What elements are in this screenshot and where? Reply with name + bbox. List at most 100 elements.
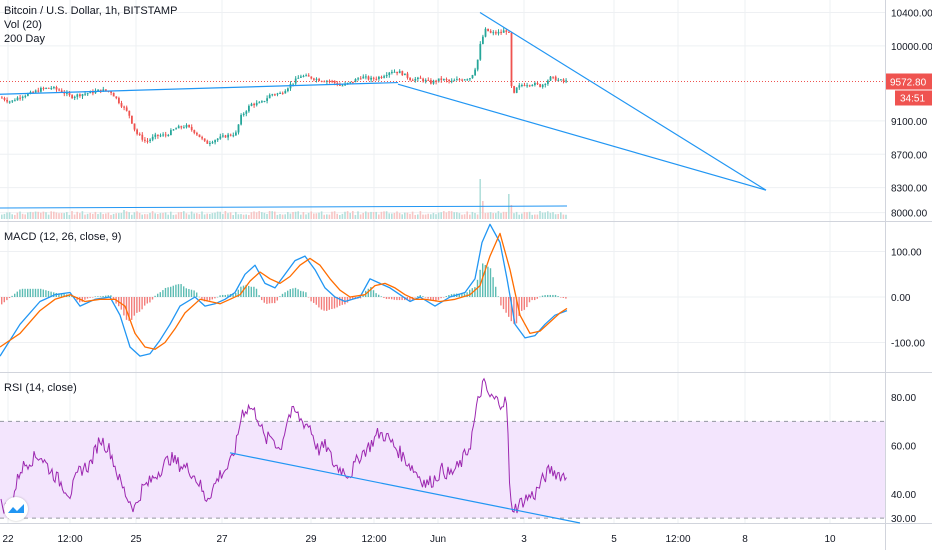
volume-bar	[255, 212, 258, 219]
candle	[391, 71, 393, 73]
macd-histogram-bar	[292, 288, 294, 297]
macd-histogram-bar	[159, 292, 161, 297]
volume-bar	[32, 212, 34, 219]
candle	[253, 103, 255, 106]
candle	[29, 91, 32, 94]
candle	[154, 134, 157, 137]
rsi-legend: RSI (14, close)	[4, 381, 77, 395]
volume-bar	[352, 211, 354, 219]
candle	[354, 79, 357, 83]
candle	[172, 129, 175, 131]
macd-histogram-bar	[37, 288, 39, 297]
candle	[157, 134, 159, 136]
candle	[453, 80, 456, 82]
macd-histogram-bar	[63, 294, 65, 297]
volume-bar	[261, 212, 263, 219]
candle	[487, 28, 489, 32]
candle	[89, 91, 92, 94]
candle	[222, 135, 224, 137]
volume-bar	[474, 213, 476, 219]
candle	[294, 78, 297, 84]
macd-histogram-bar	[484, 265, 486, 297]
signal-line	[0, 232, 568, 350]
macd-histogram-bar	[50, 291, 52, 297]
macd-histogram-bar	[461, 293, 463, 297]
candle	[521, 84, 523, 86]
macd-histogram-bar	[362, 294, 364, 297]
macd-histogram-bar	[11, 295, 13, 297]
macd-histogram-bar	[97, 296, 99, 297]
macd-histogram-bar	[489, 268, 492, 297]
macd-histogram-bar	[539, 296, 541, 298]
moving-average-label: 200 Day	[4, 33, 45, 45]
candle	[136, 129, 138, 134]
rsi-axis-tick: 30.00	[891, 514, 916, 525]
macd-histogram-bar	[430, 297, 432, 300]
candle	[120, 103, 123, 107]
candle	[388, 72, 391, 75]
volume-bar	[513, 213, 515, 219]
volume-bar	[560, 212, 562, 219]
volume-bar	[383, 211, 385, 219]
volume-bar	[526, 212, 528, 219]
volume-bar	[336, 213, 338, 219]
macd-histogram-bar	[136, 297, 138, 313]
volume-bar	[482, 201, 484, 219]
candle	[552, 76, 554, 78]
volume-bar	[253, 211, 255, 219]
macd-histogram-bar	[71, 295, 73, 297]
macd-histogram-bar	[534, 297, 536, 301]
macd-histogram-bar	[172, 285, 174, 297]
time-axis-tick: 12:00	[57, 534, 82, 545]
rsi-pane[interactable]	[0, 377, 885, 524]
volume-bar	[362, 212, 364, 219]
volume-bar	[456, 212, 458, 219]
candle	[313, 78, 315, 80]
candle	[479, 43, 482, 60]
time-axis-tick: 12:00	[665, 534, 690, 545]
candle	[333, 80, 336, 83]
volume-bar	[461, 214, 463, 219]
macd-histogram-bar	[294, 287, 297, 297]
candle	[489, 31, 492, 33]
candle	[248, 105, 250, 112]
time-axis-tick: 25	[130, 534, 142, 545]
macd-histogram-bar	[250, 286, 252, 297]
volume-bar	[177, 212, 180, 219]
macd-histogram-bar	[323, 297, 325, 311]
candle	[318, 78, 320, 81]
candle	[274, 94, 276, 96]
candle	[326, 80, 328, 82]
macd-histogram-bar	[167, 287, 169, 297]
volume-bar	[115, 213, 117, 219]
volume-bar	[164, 212, 167, 219]
macd-histogram-bar	[16, 291, 18, 297]
volume-bar	[180, 212, 182, 219]
volume-bar	[437, 212, 440, 219]
price-pane[interactable]	[0, 11, 885, 219]
volume-bar	[404, 212, 406, 219]
macd-histogram-bar	[214, 297, 216, 299]
volume-bar	[157, 214, 159, 219]
volume-bar	[471, 211, 474, 219]
volume-bar	[357, 211, 359, 219]
candle	[476, 59, 479, 70]
macd-histogram-bar	[409, 297, 411, 301]
macd-histogram-bar	[378, 294, 380, 297]
time-axis-tick: 10	[824, 534, 836, 545]
candle	[513, 86, 515, 93]
candle	[419, 77, 422, 79]
tradingview-logo-icon[interactable]	[4, 497, 28, 521]
macd-histogram-bar	[547, 294, 549, 297]
volume-bar	[409, 213, 411, 219]
volume-bar	[268, 211, 271, 219]
volume-bar	[73, 214, 76, 219]
macd-histogram-bar	[162, 290, 164, 297]
volume-bar	[146, 214, 149, 219]
macd-pane[interactable]	[0, 223, 568, 357]
candle	[86, 93, 89, 95]
price-axes: 10400.00 10000.00 9100.00 8700.00 8300.00 800…	[2, 9, 932, 545]
volume-bar	[372, 212, 375, 219]
candle	[536, 83, 539, 85]
